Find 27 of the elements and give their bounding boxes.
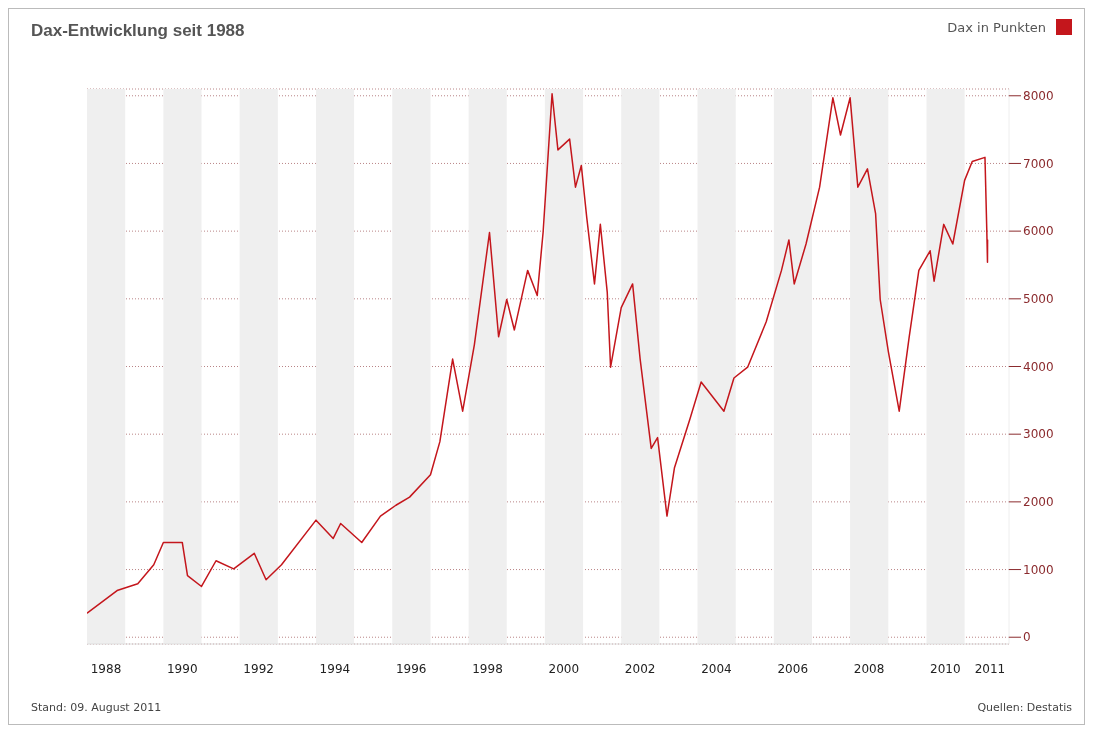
text: Stand: 09. August 2011 (31, 701, 162, 714)
x-tick-label: 1994 (319, 661, 351, 676)
y-tick-label: 1000 (1023, 562, 1054, 577)
y-tick-label: 2000 (1023, 495, 1054, 510)
legend-label: Dax in Punkten (947, 19, 1046, 35)
x-tick-label: 1992 (243, 661, 274, 676)
x-tick-label: 2000 (548, 661, 580, 676)
x-tick-label: 1990 (167, 661, 198, 676)
x-tick-label: 2004 (701, 661, 732, 676)
chart-title: Dax-Entwicklung seit 1988 (31, 21, 245, 41)
source-note: Quellen: Destatis (977, 701, 1072, 714)
y-tick-label: 7000 (1023, 156, 1054, 171)
y-tick-label: 8000 (1023, 89, 1054, 104)
y-tick-label: 5000 (1023, 292, 1054, 307)
x-tick-label: 2006 (777, 661, 809, 676)
x-tick-label: 2011 (974, 661, 1006, 676)
x-tick-label: 1996 (395, 661, 427, 676)
x-tick-label: 1998 (472, 661, 503, 676)
x-tick-label: 1988 (90, 661, 122, 676)
line-series (87, 92, 989, 614)
x-tick-label: 2010 (930, 661, 961, 676)
x-tick-label: 2002 (624, 661, 656, 676)
y-tick-label: 3000 (1023, 427, 1054, 442)
y-tick-label: 6000 (1023, 224, 1054, 239)
y-tick-label: 0 (1023, 630, 1031, 645)
x-tick-label: 2008 (853, 661, 885, 676)
y-tick-label: 4000 (1023, 359, 1054, 374)
